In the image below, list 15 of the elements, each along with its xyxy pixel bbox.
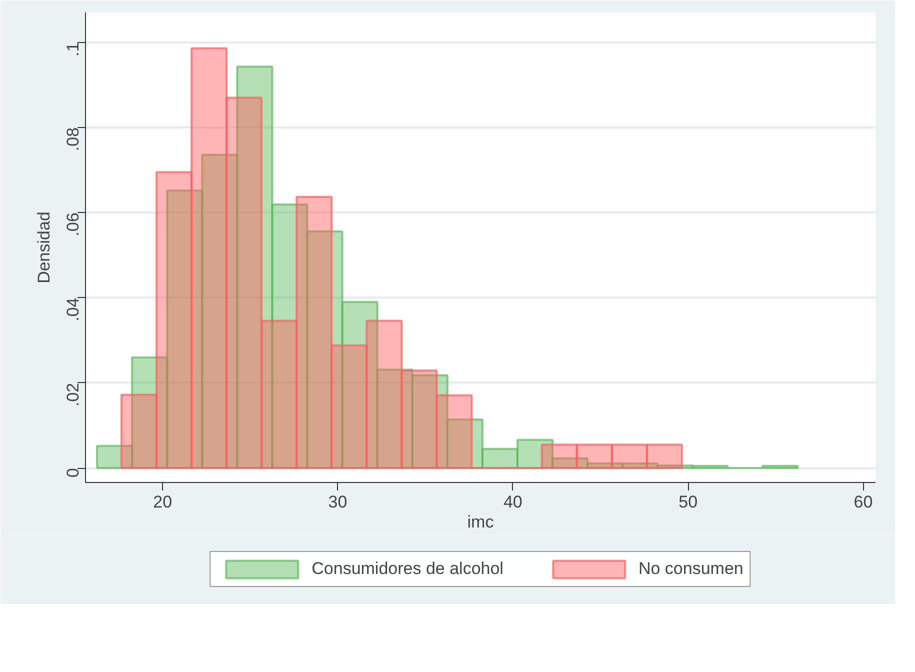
x-axis-title: imc [467,512,494,532]
y-tick-label: .08 [64,127,82,152]
y-axis-title: Densidad [34,212,54,284]
y-tick-label: .06 [64,212,82,236]
y-tick-label: .02 [64,382,82,407]
x-tick-label: 50 [678,492,698,512]
x-tick-label: 30 [328,492,348,512]
x-tick-label: 20 [153,492,172,512]
x-tick-label: 60 [854,492,873,512]
y-tick-label: .1 [64,42,82,56]
legend-label: No consumen [638,559,744,579]
y-tick-label: .04 [64,298,82,322]
legend-label: Consumidores de alcohol [312,559,504,579]
x-tick-label: 40 [503,492,522,512]
y-tick-label: 0 [64,468,82,478]
